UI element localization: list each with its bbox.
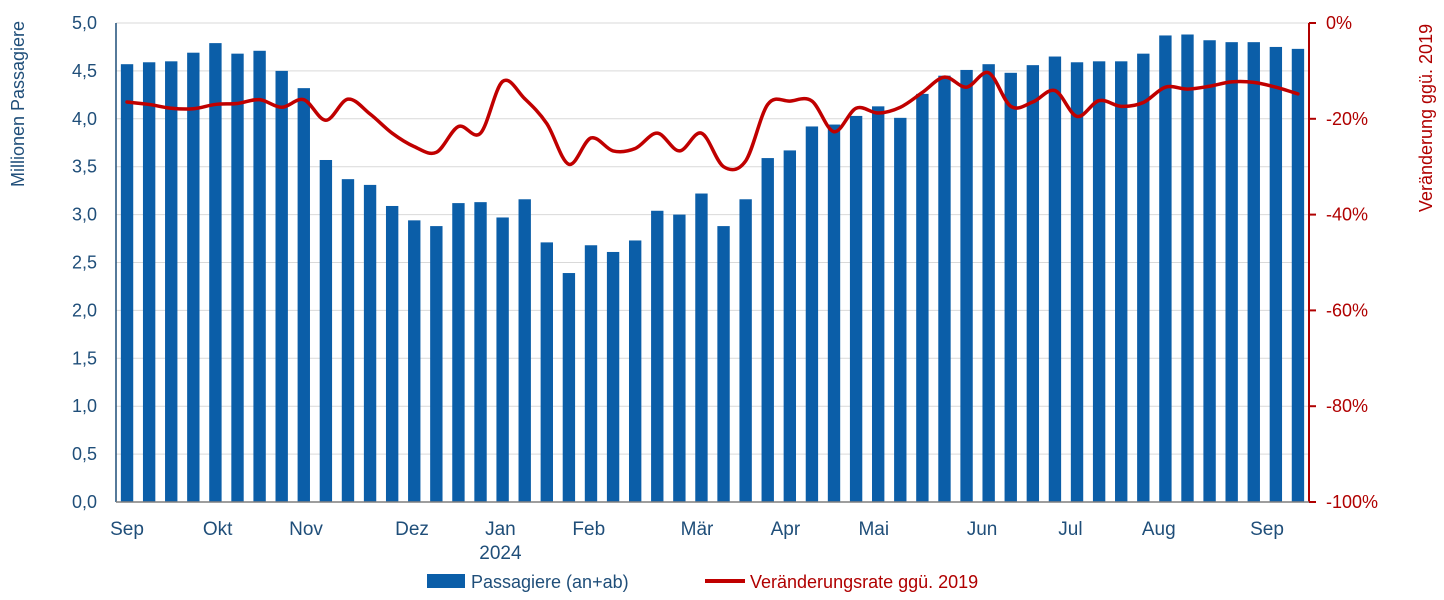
bar <box>518 199 531 502</box>
right-tick-label: -80% <box>1326 396 1368 416</box>
right-tick-label: -20% <box>1326 109 1368 129</box>
bar <box>1092 61 1106 502</box>
bar <box>717 226 730 502</box>
right-axis-ticks: -100% -80% -60% -40% -20% 0% <box>1309 13 1378 512</box>
bar <box>1203 40 1216 503</box>
x-tick-label: Aug <box>1142 519 1176 540</box>
x-tick-label: Dez <box>395 519 429 540</box>
bar <box>916 93 929 502</box>
x-tick-label: 2024 <box>479 543 522 564</box>
bar <box>894 117 907 502</box>
bar <box>231 53 244 502</box>
bar <box>385 205 399 502</box>
left-tick-label: 2,5 <box>72 253 97 273</box>
legend-line-label: Veränderungsrate ggü. 2019 <box>750 572 978 592</box>
bar <box>408 220 421 502</box>
bar <box>1247 42 1260 502</box>
bar <box>430 226 443 502</box>
x-tick-label: Apr <box>771 519 801 540</box>
bar <box>319 159 333 502</box>
bar <box>209 43 222 502</box>
bar <box>142 62 156 502</box>
bar <box>628 240 642 502</box>
bar <box>606 251 620 502</box>
right-tick-label: -100% <box>1326 492 1378 512</box>
bar <box>297 88 310 503</box>
x-tick-label: Nov <box>289 519 323 540</box>
bar <box>1159 35 1172 502</box>
bar <box>783 150 797 502</box>
x-tick-label: Mai <box>858 519 889 540</box>
bar <box>1181 34 1194 502</box>
bar <box>982 64 995 502</box>
bar <box>120 64 134 502</box>
bar <box>1291 48 1305 503</box>
bar <box>165 61 178 502</box>
left-tick-label: 1,5 <box>72 348 97 368</box>
bar <box>474 202 487 502</box>
left-tick-label: 3,0 <box>72 205 97 225</box>
x-tick-label: Jan <box>485 519 516 540</box>
x-tick-label: Jul <box>1058 519 1082 540</box>
bar <box>1026 65 1040 502</box>
x-tick-label: Feb <box>572 519 605 540</box>
left-tick-label: 2,0 <box>72 300 97 320</box>
bar <box>1137 53 1150 502</box>
x-tick-label: Mär <box>681 519 714 540</box>
legend: Passagiere (an+ab) Veränderungsrate ggü.… <box>427 572 978 592</box>
bar <box>1115 61 1128 502</box>
right-tick-label: -40% <box>1326 205 1368 225</box>
left-axis-ticks: 0,0 0,5 1,0 1,5 2,0 2,5 3,0 3,5 4,0 4,5 5,0 <box>72 13 97 512</box>
bar <box>341 179 355 503</box>
bar <box>695 193 708 503</box>
x-tick-label: Okt <box>203 519 233 540</box>
legend-bar-label: Passagiere (an+ab) <box>471 572 629 592</box>
bar <box>1048 56 1062 502</box>
right-axis-title: Veränderung ggü. 2019 <box>1416 24 1436 212</box>
bar-series-passagiere <box>120 34 1305 503</box>
left-tick-label: 0,5 <box>72 444 97 464</box>
bar <box>1004 72 1017 502</box>
left-tick-label: 1,0 <box>72 396 97 416</box>
bar <box>1225 42 1238 502</box>
x-axis-ticks: Sep Okt Nov Dez Jan 2024 Feb Mär Apr Mai Jun Jul Aug… <box>110 519 1284 564</box>
right-tick-label: 0% <box>1326 13 1352 33</box>
bar <box>253 50 266 502</box>
left-tick-label: 3,5 <box>72 157 97 177</box>
left-axis-title: Millionen Passagiere <box>8 21 28 187</box>
right-tick-label: -60% <box>1326 300 1368 320</box>
bar <box>872 106 885 502</box>
left-tick-label: 4,0 <box>72 109 97 129</box>
bar <box>1070 62 1084 502</box>
bar <box>673 214 686 502</box>
bar <box>827 124 841 502</box>
x-tick-label: Sep <box>110 519 144 540</box>
bar <box>275 70 288 503</box>
bar <box>562 273 576 502</box>
bar <box>584 245 598 503</box>
bar <box>960 69 973 502</box>
bar <box>938 75 951 502</box>
bar <box>187 52 200 502</box>
bar <box>739 199 752 502</box>
bar <box>540 242 553 502</box>
line-series-veraenderungsrate <box>125 70 1300 172</box>
x-tick-label: Jun <box>967 519 998 540</box>
gridlines <box>116 22 1309 455</box>
bar <box>496 217 509 502</box>
bar <box>761 158 774 502</box>
left-tick-label: 0,0 <box>72 492 97 512</box>
bar <box>651 210 664 502</box>
bar <box>363 184 377 503</box>
legend-bar-swatch <box>427 574 465 588</box>
bar <box>1269 46 1283 502</box>
x-tick-label: Sep <box>1250 519 1284 540</box>
left-tick-label: 4,5 <box>72 61 97 81</box>
bar <box>805 126 819 503</box>
bar <box>452 203 465 502</box>
left-tick-label: 5,0 <box>72 13 97 33</box>
bar <box>849 115 863 503</box>
